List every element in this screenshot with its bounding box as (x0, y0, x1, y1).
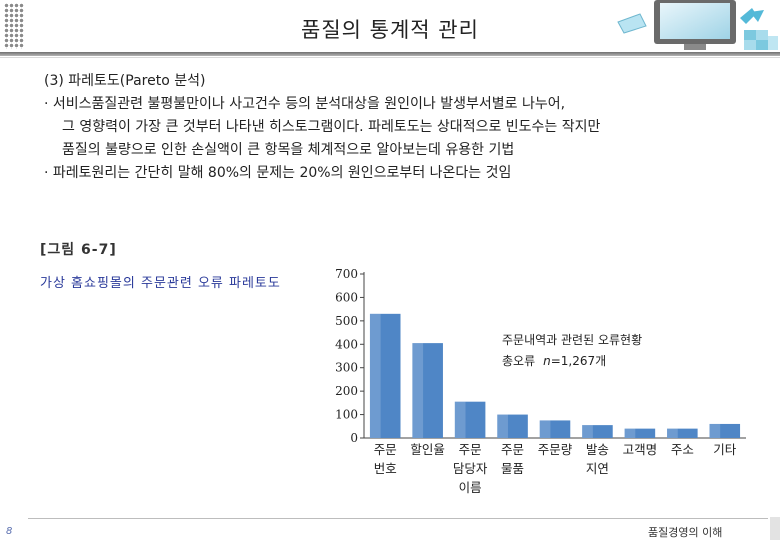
y-tick-label: 0 (350, 431, 358, 445)
dot-grid-decoration (4, 3, 24, 49)
x-tick-label: 주문 (501, 442, 524, 457)
y-tick-label: 600 (335, 290, 358, 304)
x-tick-label: 주문 (374, 442, 397, 457)
annotation-n: n (543, 354, 551, 368)
x-tick-label: 담당자 (453, 461, 488, 476)
bar (539, 420, 571, 438)
block-icon (744, 30, 756, 40)
block-icon (756, 40, 768, 50)
bar-highlight (454, 401, 466, 438)
arrow-head-icon (750, 10, 764, 22)
header-divider (0, 52, 780, 56)
bar (582, 425, 613, 438)
footer-divider (28, 518, 768, 519)
page-title: 품질의 통계적 관리 (301, 18, 479, 42)
bar (497, 414, 528, 438)
bar (369, 313, 401, 438)
bullet-line-cont: 품질의 불량으로 인한 손실액이 큰 항목을 체계적으로 알아보는데 유용한 기… (62, 142, 515, 158)
x-tick-label: 발송 (586, 442, 609, 457)
bar-highlight (624, 428, 636, 438)
bar-highlight (709, 423, 721, 438)
x-tick-label: 물품 (501, 461, 524, 476)
chart-annotation-title: 주문내역과 관련된 오류현황 (502, 333, 642, 347)
y-tick-label: 700 (335, 267, 358, 281)
monitor-screen (660, 3, 730, 39)
monitor-stand (684, 44, 706, 50)
bar (454, 401, 486, 438)
block-icon (768, 36, 778, 50)
bullet-line: · 파레토원리는 간단히 말해 80%의 문제는 20%의 원인으로부터 나온다… (44, 165, 512, 181)
header-bar (0, 0, 780, 58)
figure-title: 가상 홈쇼핑몰의 주문관련 오류 파레토도 (40, 276, 281, 291)
bar-highlight (667, 428, 678, 438)
cube-icon (617, 13, 647, 34)
annotation-value: =1,267개 (551, 354, 606, 368)
monitor-illustration (617, 0, 778, 50)
section-heading: (3) 파레토도(Pareto 분석) (44, 73, 206, 89)
bar (709, 423, 741, 438)
y-tick-label: 100 (335, 408, 358, 422)
body-text: (3) 파레토도(Pareto 분석) · 서비스품질관련 불평불만이나 사고건… (44, 70, 744, 185)
bar-highlight (369, 313, 381, 438)
x-tick-label: 주소 (671, 442, 694, 457)
bar-highlight (539, 420, 551, 438)
x-tick-label: 지연 (586, 461, 609, 476)
annotation-label: 총오류 (502, 354, 535, 368)
bar (412, 343, 443, 438)
bar-highlight (412, 343, 424, 438)
footer-title: 품질경영의 이해 (648, 526, 723, 539)
y-tick-label: 300 (335, 361, 358, 375)
x-tick-label: 할인율 (410, 442, 445, 457)
bar-highlight (497, 414, 508, 438)
block-icon (744, 40, 756, 50)
bars (369, 313, 741, 438)
y-tick-label: 500 (335, 314, 358, 328)
chart-annotation-total: 총오류 n=1,267개 (502, 354, 606, 368)
bullet-line-cont: 그 영향력이 가장 큰 것부터 나타낸 히스토그램이다. 파레토도는 상대적으로… (62, 119, 601, 135)
bar (667, 428, 698, 438)
page-number: 8 (6, 526, 13, 537)
bar-highlight (582, 425, 593, 438)
bar (624, 428, 656, 438)
corner-decoration (770, 517, 780, 540)
x-tick-label: 주문 (459, 442, 482, 457)
bullet-line: · 서비스품질관련 불평불만이나 사고건수 등의 분석대상을 원인이나 발생부서… (44, 96, 566, 112)
figure-label: [그림 6-7] (40, 242, 117, 258)
x-tick-label: 번호 (374, 461, 397, 476)
block-icon (756, 30, 768, 40)
y-tick-label: 200 (335, 384, 358, 398)
header-divider-light (0, 57, 780, 58)
y-tick-label: 400 (335, 337, 358, 351)
x-tick-label: 주문량 (538, 442, 573, 457)
x-tick-label: 고객명 (623, 442, 658, 457)
x-tick-label: 기타 (713, 442, 737, 457)
x-tick-label: 이름 (459, 480, 482, 495)
